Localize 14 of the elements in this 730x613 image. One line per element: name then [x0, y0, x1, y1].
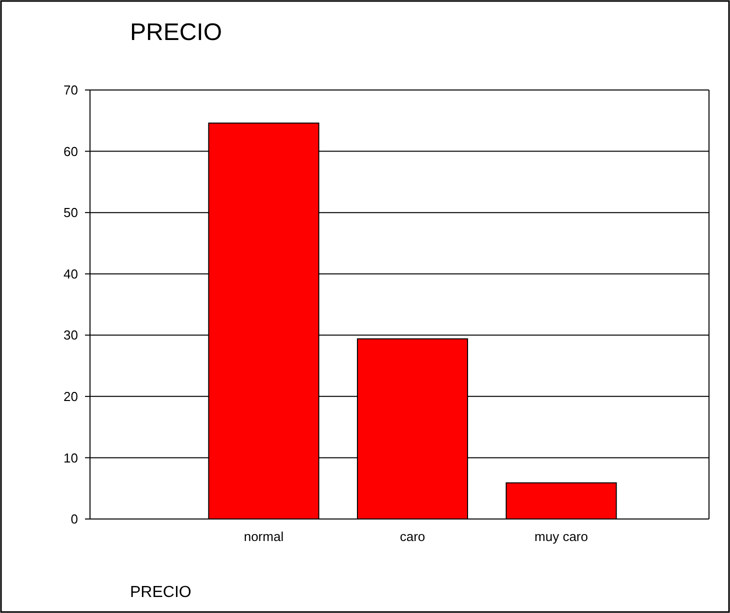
bar	[506, 482, 617, 520]
x-axis-title: PRECIO	[130, 584, 192, 601]
x-tick-label: muy caro	[534, 529, 588, 544]
x-tick-label: normal	[244, 529, 284, 544]
y-tick-label: 20	[64, 388, 78, 404]
y-tick-label: 50	[64, 205, 78, 220]
y-tick-label: 0	[70, 512, 78, 527]
chart-title: PRECIO	[130, 19, 222, 46]
y-tick-label: 30	[64, 328, 78, 343]
x-tick-label: caro	[400, 529, 426, 544]
y-tick-label: 40	[64, 266, 78, 282]
y-tick-label: 70	[64, 82, 78, 98]
y-tick-label: 10	[64, 450, 78, 466]
y-tick-label: 60	[64, 144, 78, 159]
